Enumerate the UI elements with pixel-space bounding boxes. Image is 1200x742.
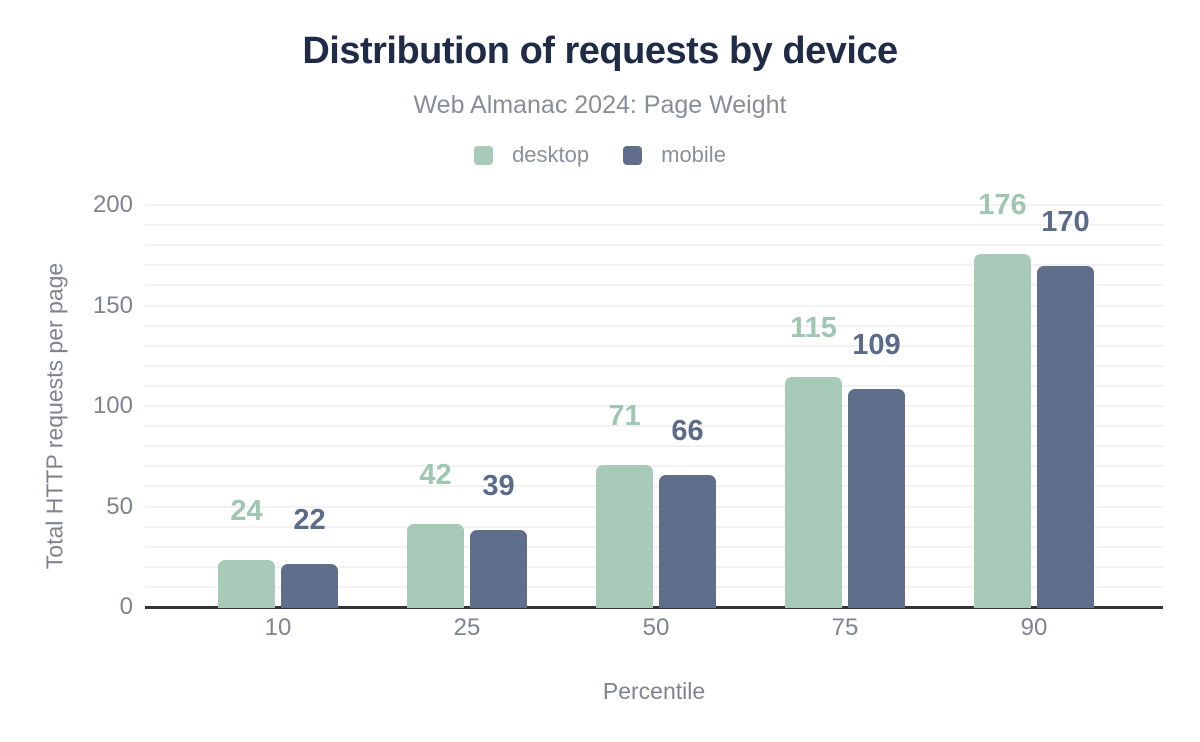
gridline-y-60 — [145, 485, 1163, 488]
y-tick-label-0: 0 — [119, 593, 133, 620]
value-label-mobile-p25: 39 — [482, 469, 515, 502]
gridline-y-20 — [145, 565, 1163, 568]
x-tick-label-25: 25 — [453, 614, 481, 641]
gridline-y-80 — [145, 445, 1163, 448]
value-label-mobile-p50: 66 — [671, 415, 704, 448]
bar-mobile-p90[interactable] — [1037, 266, 1094, 608]
gridline-y-30 — [145, 545, 1163, 548]
bar-mobile-p10[interactable] — [281, 563, 338, 608]
gridline-y-150 — [145, 304, 1163, 307]
legend: desktop mobile — [0, 143, 1200, 167]
bar-mobile-p75[interactable] — [848, 388, 905, 608]
x-tick-label-75: 75 — [831, 614, 859, 641]
y-tick-label-100: 100 — [92, 392, 133, 419]
x-tick-label-50: 50 — [642, 614, 670, 641]
value-label-mobile-p10: 22 — [293, 503, 326, 536]
legend-item-mobile[interactable]: mobile — [623, 143, 726, 167]
chart-title: Distribution of requests by device — [302, 30, 898, 72]
gridline-y-120 — [145, 364, 1163, 367]
bar-desktop-p25[interactable] — [407, 523, 464, 608]
gridline-y-100 — [145, 405, 1163, 407]
value-label-desktop-p90: 176 — [978, 189, 1027, 222]
x-tick-label-10: 10 — [264, 614, 292, 641]
bar-desktop-p10[interactable] — [218, 559, 275, 608]
chart-subtitle: Web Almanac 2024: Page Weight — [413, 91, 787, 119]
gridline-y-130 — [145, 344, 1163, 347]
gridline-y-190 — [145, 224, 1163, 227]
value-label-desktop-p25: 42 — [419, 458, 452, 491]
gridline-y-50 — [145, 505, 1163, 508]
value-label-desktop-p10: 24 — [230, 494, 263, 527]
y-tick-label-200: 200 — [92, 191, 133, 218]
gridline-y-170 — [145, 264, 1163, 267]
legend-swatch-desktop — [474, 145, 494, 165]
bar-desktop-p75[interactable] — [785, 376, 842, 608]
value-label-desktop-p75: 115 — [790, 311, 837, 344]
legend-label: mobile — [661, 142, 726, 167]
gridline-y-70 — [145, 465, 1163, 468]
x-tick-label-90: 90 — [1020, 614, 1048, 641]
bar-desktop-p50[interactable] — [596, 465, 653, 608]
bar-mobile-p50[interactable] — [659, 475, 716, 608]
y-tick-label-150: 150 — [92, 291, 133, 319]
gridline-y-110 — [145, 384, 1163, 387]
gridline-y-90 — [145, 425, 1163, 428]
y-axis-title: Total HTTP requests per page — [41, 262, 68, 570]
x-axis-title: Percentile — [602, 678, 706, 704]
gridline-y-160 — [145, 284, 1163, 287]
gridline-y-40 — [145, 525, 1163, 528]
bar-desktop-p90[interactable] — [974, 254, 1031, 608]
gridline-y-140 — [145, 324, 1163, 327]
gridline-y-200 — [145, 204, 1163, 206]
gridline-y-10 — [145, 585, 1163, 588]
x-axis-line — [145, 606, 1163, 609]
legend-label: desktop — [512, 142, 590, 167]
gridline-y-180 — [145, 244, 1163, 247]
legend-item-desktop[interactable]: desktop — [474, 143, 589, 167]
value-label-mobile-p90: 170 — [1041, 206, 1090, 239]
value-label-mobile-p75: 109 — [852, 328, 901, 361]
y-tick-label-50: 50 — [106, 492, 133, 520]
bar-mobile-p25[interactable] — [470, 529, 527, 608]
value-label-desktop-p50: 71 — [608, 400, 641, 433]
legend-swatch-mobile — [623, 145, 643, 165]
